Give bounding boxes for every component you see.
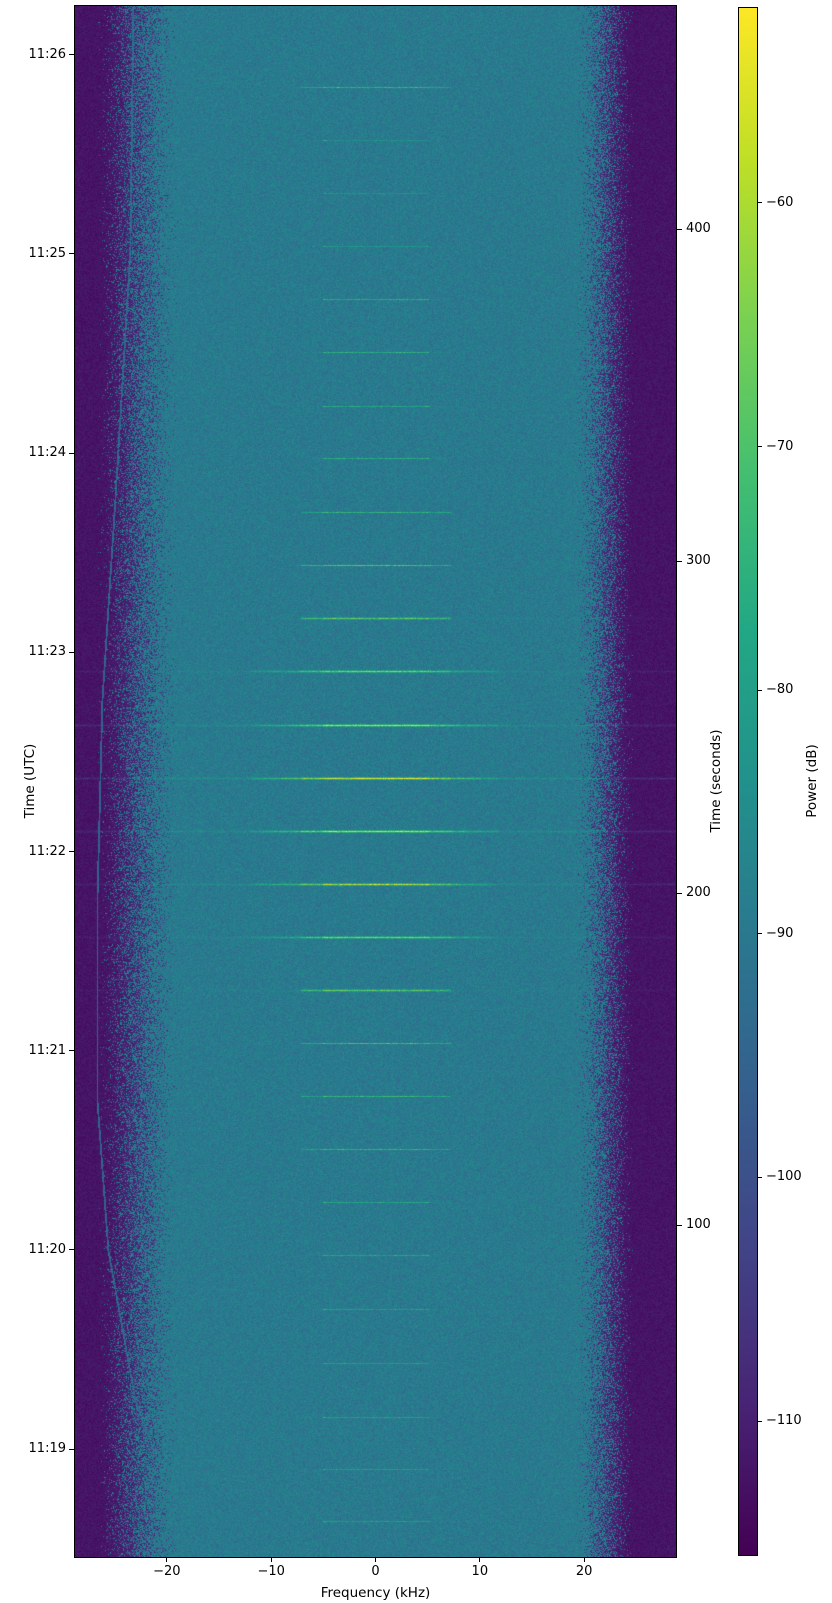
x-tick xyxy=(479,1558,481,1562)
y-tick-utc-label: 11:26 xyxy=(28,46,66,62)
y-tick-utc-label: 11:19 xyxy=(28,1441,66,1457)
plot-frame xyxy=(74,5,677,1558)
colorbar-tick-label: −90 xyxy=(766,925,794,941)
colorbar-tick-label: −100 xyxy=(766,1169,802,1185)
x-tick xyxy=(166,1558,168,1562)
y-tick-seconds xyxy=(677,892,682,894)
y-axis-label-seconds: Time (seconds) xyxy=(708,729,724,833)
y-tick-utc-label: 11:23 xyxy=(28,644,66,660)
x-tick xyxy=(375,1558,376,1562)
colorbar-tick-label: −60 xyxy=(766,194,794,210)
y-tick-utc xyxy=(69,1448,74,1450)
colorbar-tick xyxy=(757,689,762,691)
y-tick-utc-label: 11:25 xyxy=(28,245,66,261)
x-tick-label: 10 xyxy=(471,1564,489,1579)
y-tick-utc xyxy=(69,851,74,853)
y-axis-label-utc: Time (UTC) xyxy=(22,743,38,819)
colorbar-tick-label: −70 xyxy=(766,438,794,454)
x-tick-label: −10 xyxy=(257,1564,285,1579)
y-tick-seconds-label: 100 xyxy=(686,1217,711,1233)
colorbar-label: Power (dB) xyxy=(804,744,820,818)
y-tick-seconds-label: 200 xyxy=(686,885,711,901)
colorbar-tick xyxy=(757,202,762,204)
x-axis-label: Frequency (kHz) xyxy=(320,1585,431,1601)
y-tick-utc xyxy=(69,452,74,454)
colorbar-tick-label: −110 xyxy=(766,1413,802,1428)
x-tick xyxy=(583,1558,585,1562)
colorbar-tick xyxy=(757,446,762,448)
y-tick-utc xyxy=(69,1249,74,1251)
y-tick-utc-label: 11:20 xyxy=(28,1241,66,1257)
y-tick-utc-label: 11:21 xyxy=(28,1042,66,1058)
y-tick-seconds xyxy=(677,228,682,230)
colorbar xyxy=(738,7,758,1556)
y-tick-utc xyxy=(69,1050,74,1052)
colorbar-tick xyxy=(757,933,762,935)
colorbar-tick xyxy=(757,1176,762,1178)
y-tick-seconds-label: 300 xyxy=(686,553,711,569)
spectrogram-image xyxy=(75,6,676,1557)
y-tick-utc xyxy=(69,253,74,255)
colorbar-tick xyxy=(757,1420,762,1422)
y-tick-seconds-label: 400 xyxy=(686,221,711,237)
y-tick-seconds xyxy=(677,560,682,562)
y-tick-seconds xyxy=(677,1224,682,1226)
colorbar-tick-label: −80 xyxy=(766,682,794,698)
y-tick-utc-label: 11:22 xyxy=(28,843,66,859)
x-tick-label: 0 xyxy=(371,1564,380,1579)
x-tick xyxy=(270,1558,272,1562)
y-tick-utc xyxy=(69,651,74,653)
x-tick-label: −20 xyxy=(153,1564,181,1579)
y-tick-utc-label: 11:24 xyxy=(28,445,66,461)
x-tick-label: 20 xyxy=(575,1564,593,1579)
y-tick-utc xyxy=(69,54,74,56)
